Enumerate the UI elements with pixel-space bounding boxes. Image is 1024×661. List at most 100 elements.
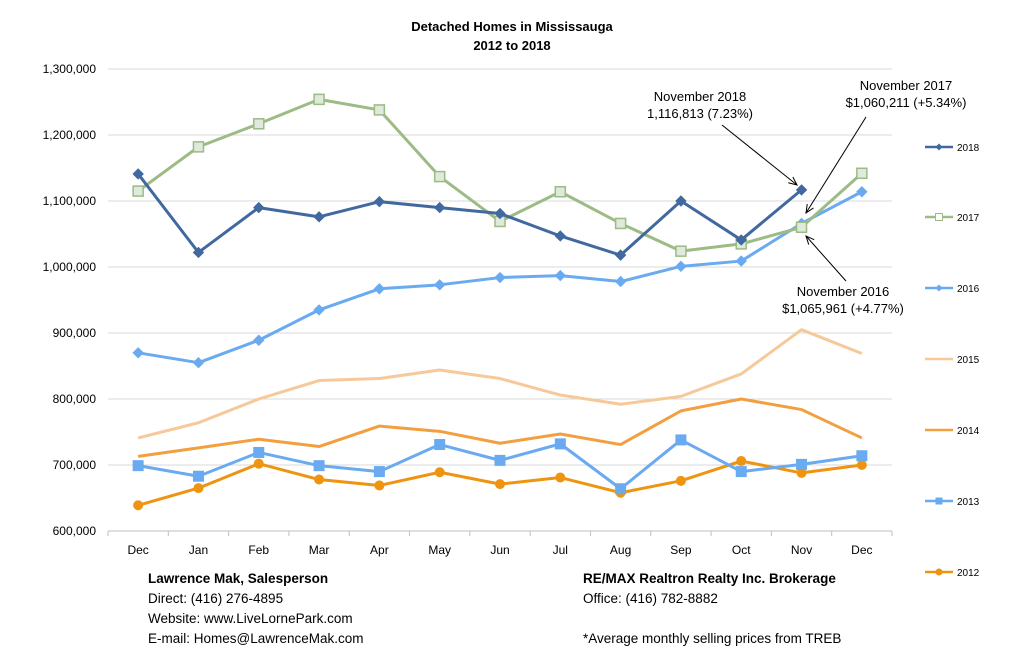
series-2018-line bbox=[136, 173, 803, 257]
series-2017-point bbox=[433, 170, 446, 183]
legend-label-2018: 2018 bbox=[957, 143, 980, 154]
series-2018-point bbox=[554, 230, 567, 242]
series-2018-point bbox=[614, 249, 627, 261]
series-2013-point bbox=[313, 460, 325, 472]
series-2012-point bbox=[253, 458, 264, 469]
series-2012-point bbox=[434, 467, 445, 478]
agent-direct-phone: Direct: (416) 276-4895 bbox=[148, 591, 284, 606]
annotation-nov-2018-line2: 1,116,813 (7.23%) bbox=[647, 106, 753, 121]
agent-name: Lawrence Mak, Salesperson bbox=[148, 571, 329, 586]
series-2012-point bbox=[675, 475, 686, 486]
x-tick-label: Aug bbox=[610, 543, 631, 557]
legend-label-2012: 2012 bbox=[957, 568, 980, 579]
series-2016-point bbox=[675, 260, 687, 273]
series-2017-point bbox=[675, 245, 687, 257]
legend-marker bbox=[935, 143, 943, 151]
series-2016-point bbox=[433, 279, 446, 291]
agent-contact-block: Lawrence Mak, Salesperson Direct: (416) … bbox=[148, 569, 364, 649]
annotation-nov-2017-line2: $1,060,211 (+5.34%) bbox=[846, 95, 967, 110]
series-2013-point bbox=[132, 460, 144, 472]
series-2013-point bbox=[675, 434, 687, 446]
series-2018-point bbox=[795, 184, 808, 196]
series-2018-point bbox=[494, 207, 506, 220]
chart-subtitle: 2012 to 2018 bbox=[473, 38, 551, 53]
series-2018-point bbox=[735, 234, 747, 246]
series-2017-point bbox=[373, 104, 386, 116]
x-tick-label: May bbox=[428, 543, 451, 557]
series-2013-point bbox=[494, 454, 506, 466]
series-2016-point bbox=[313, 304, 325, 316]
series-2016-point bbox=[856, 186, 868, 198]
x-tick-label: Dec bbox=[851, 543, 872, 557]
series-2018-point bbox=[253, 201, 265, 214]
y-tick-label: 700,000 bbox=[53, 458, 97, 472]
series-2017-point bbox=[192, 141, 205, 153]
annotation-arrow-nov-2016 bbox=[805, 235, 847, 282]
series-2014-line bbox=[137, 397, 863, 458]
legend-label-2013: 2013 bbox=[957, 497, 980, 508]
x-tick-label: Oct bbox=[732, 543, 751, 557]
series-2018-point bbox=[132, 168, 144, 180]
series-2018-point bbox=[433, 201, 446, 214]
x-tick-label: Mar bbox=[309, 543, 330, 557]
series-2016-point bbox=[494, 271, 506, 284]
annotation-arrow-nov-2016-head bbox=[805, 235, 815, 245]
series-2017-point bbox=[554, 186, 567, 198]
series-2012-point bbox=[374, 480, 385, 491]
series-2012-point bbox=[314, 474, 325, 485]
series-2018-point bbox=[313, 211, 325, 223]
x-tick-label: Jun bbox=[490, 543, 509, 557]
agent-email: E-mail: Homes@LawrenceMak.com bbox=[148, 631, 364, 646]
y-tick-label: 600,000 bbox=[53, 524, 97, 538]
series-2012-point bbox=[736, 456, 747, 467]
series-2018-point bbox=[192, 246, 205, 259]
x-tick-label: Sep bbox=[670, 543, 692, 557]
series-2017-point bbox=[614, 217, 627, 230]
y-tick-label: 1,000,000 bbox=[43, 260, 97, 274]
series-2013-point bbox=[615, 483, 627, 495]
x-tick-label: Feb bbox=[248, 543, 269, 557]
series-2013-point bbox=[434, 439, 446, 451]
annotation-arrow-nov-2017-head bbox=[805, 204, 814, 215]
legend-marker bbox=[935, 568, 943, 576]
series-2017-point bbox=[313, 93, 325, 106]
annotation-nov-2017-line1: November 2017 bbox=[860, 78, 953, 93]
legend-marker bbox=[935, 213, 943, 221]
series-2013-point bbox=[253, 446, 265, 458]
y-tick-label: 900,000 bbox=[53, 326, 97, 340]
series-2013-point bbox=[373, 466, 385, 478]
agent-website: Website: www.LiveLornePark.com bbox=[148, 611, 353, 626]
series-2012-point bbox=[495, 479, 505, 490]
data-source-note: *Average monthly selling prices from TRE… bbox=[583, 631, 842, 646]
series-2016-point bbox=[253, 334, 265, 346]
annotation-arrow-nov-2017 bbox=[805, 116, 867, 214]
series-2016-point bbox=[132, 347, 144, 359]
series-2017-point bbox=[856, 167, 868, 180]
legend-label-2016: 2016 bbox=[957, 284, 980, 295]
series-2018-point bbox=[675, 195, 687, 207]
brokerage-contact-block: RE/MAX Realtron Realty Inc. Brokerage Of… bbox=[583, 569, 841, 649]
x-tick-label: Apr bbox=[370, 543, 389, 557]
x-tick-label: Nov bbox=[791, 543, 812, 557]
y-tick-label: 1,200,000 bbox=[43, 128, 97, 142]
chart-title: Detached Homes in Mississauga bbox=[411, 19, 613, 34]
series-2015-line bbox=[137, 328, 863, 440]
series-2018-point bbox=[373, 195, 386, 208]
series-2013-point bbox=[856, 450, 868, 462]
brokerage-name: RE/MAX Realtron Realty Inc. Brokerage bbox=[583, 571, 836, 586]
series-2013-point bbox=[796, 458, 808, 470]
series-2012-point bbox=[133, 500, 144, 511]
x-tick-label: Jan bbox=[189, 543, 208, 557]
x-tick-label: Jul bbox=[553, 543, 568, 557]
x-tick-label: Dec bbox=[127, 543, 148, 557]
annotation-nov-2018-line1: November 2018 bbox=[654, 89, 747, 104]
annotation-nov-2016-line1: November 2016 bbox=[797, 284, 890, 299]
legend-label-2015: 2015 bbox=[957, 355, 980, 366]
brokerage-office-phone: Office: (416) 782-8882 bbox=[583, 591, 718, 606]
legend-marker bbox=[935, 284, 943, 292]
series-2012-point bbox=[856, 460, 867, 470]
series-2013-point bbox=[735, 466, 747, 478]
series-2016-point bbox=[373, 283, 386, 295]
series-2016-point bbox=[554, 269, 567, 282]
series-2017-point bbox=[253, 118, 265, 130]
